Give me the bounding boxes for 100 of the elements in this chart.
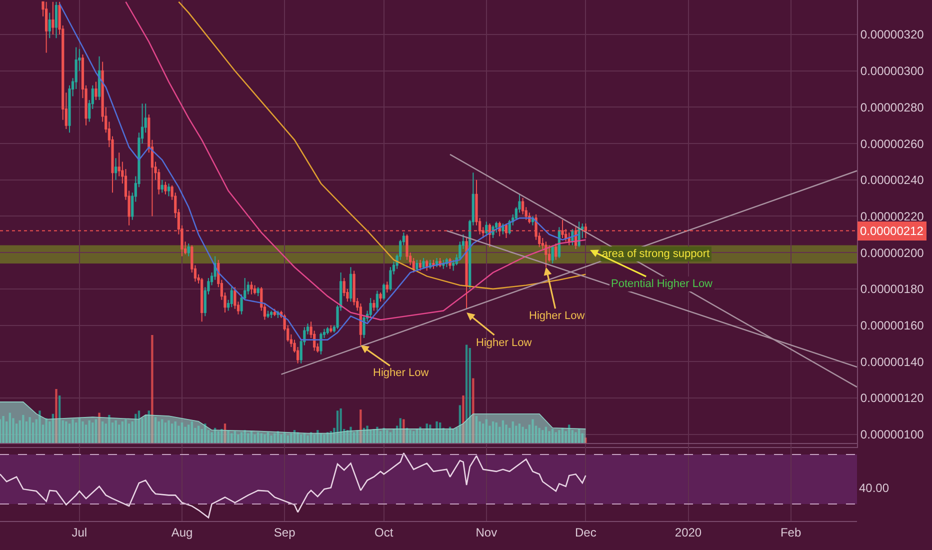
candlestick <box>568 232 570 246</box>
bar <box>320 433 322 443</box>
candlestick <box>230 286 233 308</box>
line-series <box>178 1 586 290</box>
bar <box>224 424 226 443</box>
bar <box>264 434 266 443</box>
annotation: Higher Low <box>529 310 585 322</box>
bar <box>227 430 230 443</box>
bar <box>446 430 448 443</box>
candlestick <box>52 1 54 36</box>
bar <box>392 428 395 443</box>
candlestick <box>376 290 379 312</box>
bar <box>419 426 422 443</box>
candlestick <box>326 326 329 335</box>
bar <box>313 434 316 443</box>
bar <box>300 434 302 443</box>
x-tick-label: Nov <box>476 525 498 540</box>
candlestick <box>386 281 388 294</box>
bar <box>525 428 528 443</box>
bar <box>197 426 200 443</box>
x-tick-label: Dec <box>575 525 596 540</box>
y-tick-label: 0.00000280 <box>860 100 924 114</box>
candlestick <box>200 278 204 322</box>
bar <box>316 430 319 443</box>
bar <box>515 426 518 443</box>
bar <box>247 433 250 443</box>
candlestick <box>551 244 554 264</box>
bar <box>144 414 147 443</box>
bar <box>581 433 584 443</box>
candlestick <box>372 299 376 312</box>
y-tick-label: 0.00000200 <box>860 246 924 260</box>
bar <box>330 431 332 443</box>
bar <box>465 344 468 443</box>
bar <box>158 421 160 443</box>
bar <box>379 431 382 443</box>
bar <box>230 433 233 443</box>
bar <box>512 421 514 443</box>
bar <box>58 395 61 443</box>
bar <box>286 435 289 443</box>
candlestick <box>554 242 558 260</box>
annotation: Higher Low <box>476 337 532 349</box>
bar <box>468 348 471 443</box>
candlestick <box>432 259 435 270</box>
candlestick <box>273 308 276 317</box>
bar <box>154 417 157 443</box>
line-series <box>125 1 586 320</box>
bar <box>544 426 548 443</box>
y-tick-label: 0.00000260 <box>860 136 924 151</box>
bar <box>495 422 498 443</box>
bar <box>92 422 94 443</box>
candlestick <box>164 181 167 195</box>
bar <box>326 432 329 443</box>
band-label: area of strong support <box>602 248 710 260</box>
bar <box>336 410 339 443</box>
y-tick-label: 0.00000320 <box>860 28 924 42</box>
candlestick <box>160 179 164 194</box>
y-tick-label: 0.00000120 <box>860 391 924 406</box>
bar <box>250 431 253 443</box>
candlestick <box>45 1 48 54</box>
candlestick <box>442 259 445 270</box>
bar <box>376 426 378 443</box>
bar <box>402 419 405 443</box>
candlestick <box>418 259 422 272</box>
bar <box>462 395 464 443</box>
bar <box>260 433 262 443</box>
bar <box>257 432 260 443</box>
bar <box>138 410 140 443</box>
candlestick <box>48 12 51 39</box>
candlestick <box>246 281 250 295</box>
bar <box>578 428 580 443</box>
bar <box>55 389 58 443</box>
candlestick <box>382 282 386 300</box>
bar <box>323 434 326 443</box>
bar <box>532 419 534 443</box>
x-tick-label: Oct <box>374 525 394 540</box>
y-tick-label: 0.00000140 <box>860 354 924 369</box>
candlestick <box>54 1 58 39</box>
bar <box>94 419 98 443</box>
bar <box>240 432 243 443</box>
bar <box>472 378 474 443</box>
bar <box>168 420 170 443</box>
bar <box>84 424 88 443</box>
bar <box>412 431 415 443</box>
candlestick <box>426 259 428 272</box>
bar <box>170 424 174 443</box>
bar <box>22 414 24 443</box>
bar <box>124 419 127 443</box>
bar <box>492 421 494 443</box>
bar <box>552 428 554 443</box>
text: 40.00 <box>859 481 890 495</box>
y-tick-label: 0.00000160 <box>860 318 924 332</box>
bar <box>151 335 154 443</box>
candlestick <box>167 183 170 197</box>
bar <box>121 421 124 443</box>
candlestick <box>94 81 98 100</box>
y-tick-label: 0.00000100 <box>860 427 924 442</box>
bar <box>542 430 544 443</box>
candlestick <box>369 298 372 318</box>
candlestick <box>270 310 273 318</box>
y-tick-label: 0.00000220 <box>860 209 924 224</box>
